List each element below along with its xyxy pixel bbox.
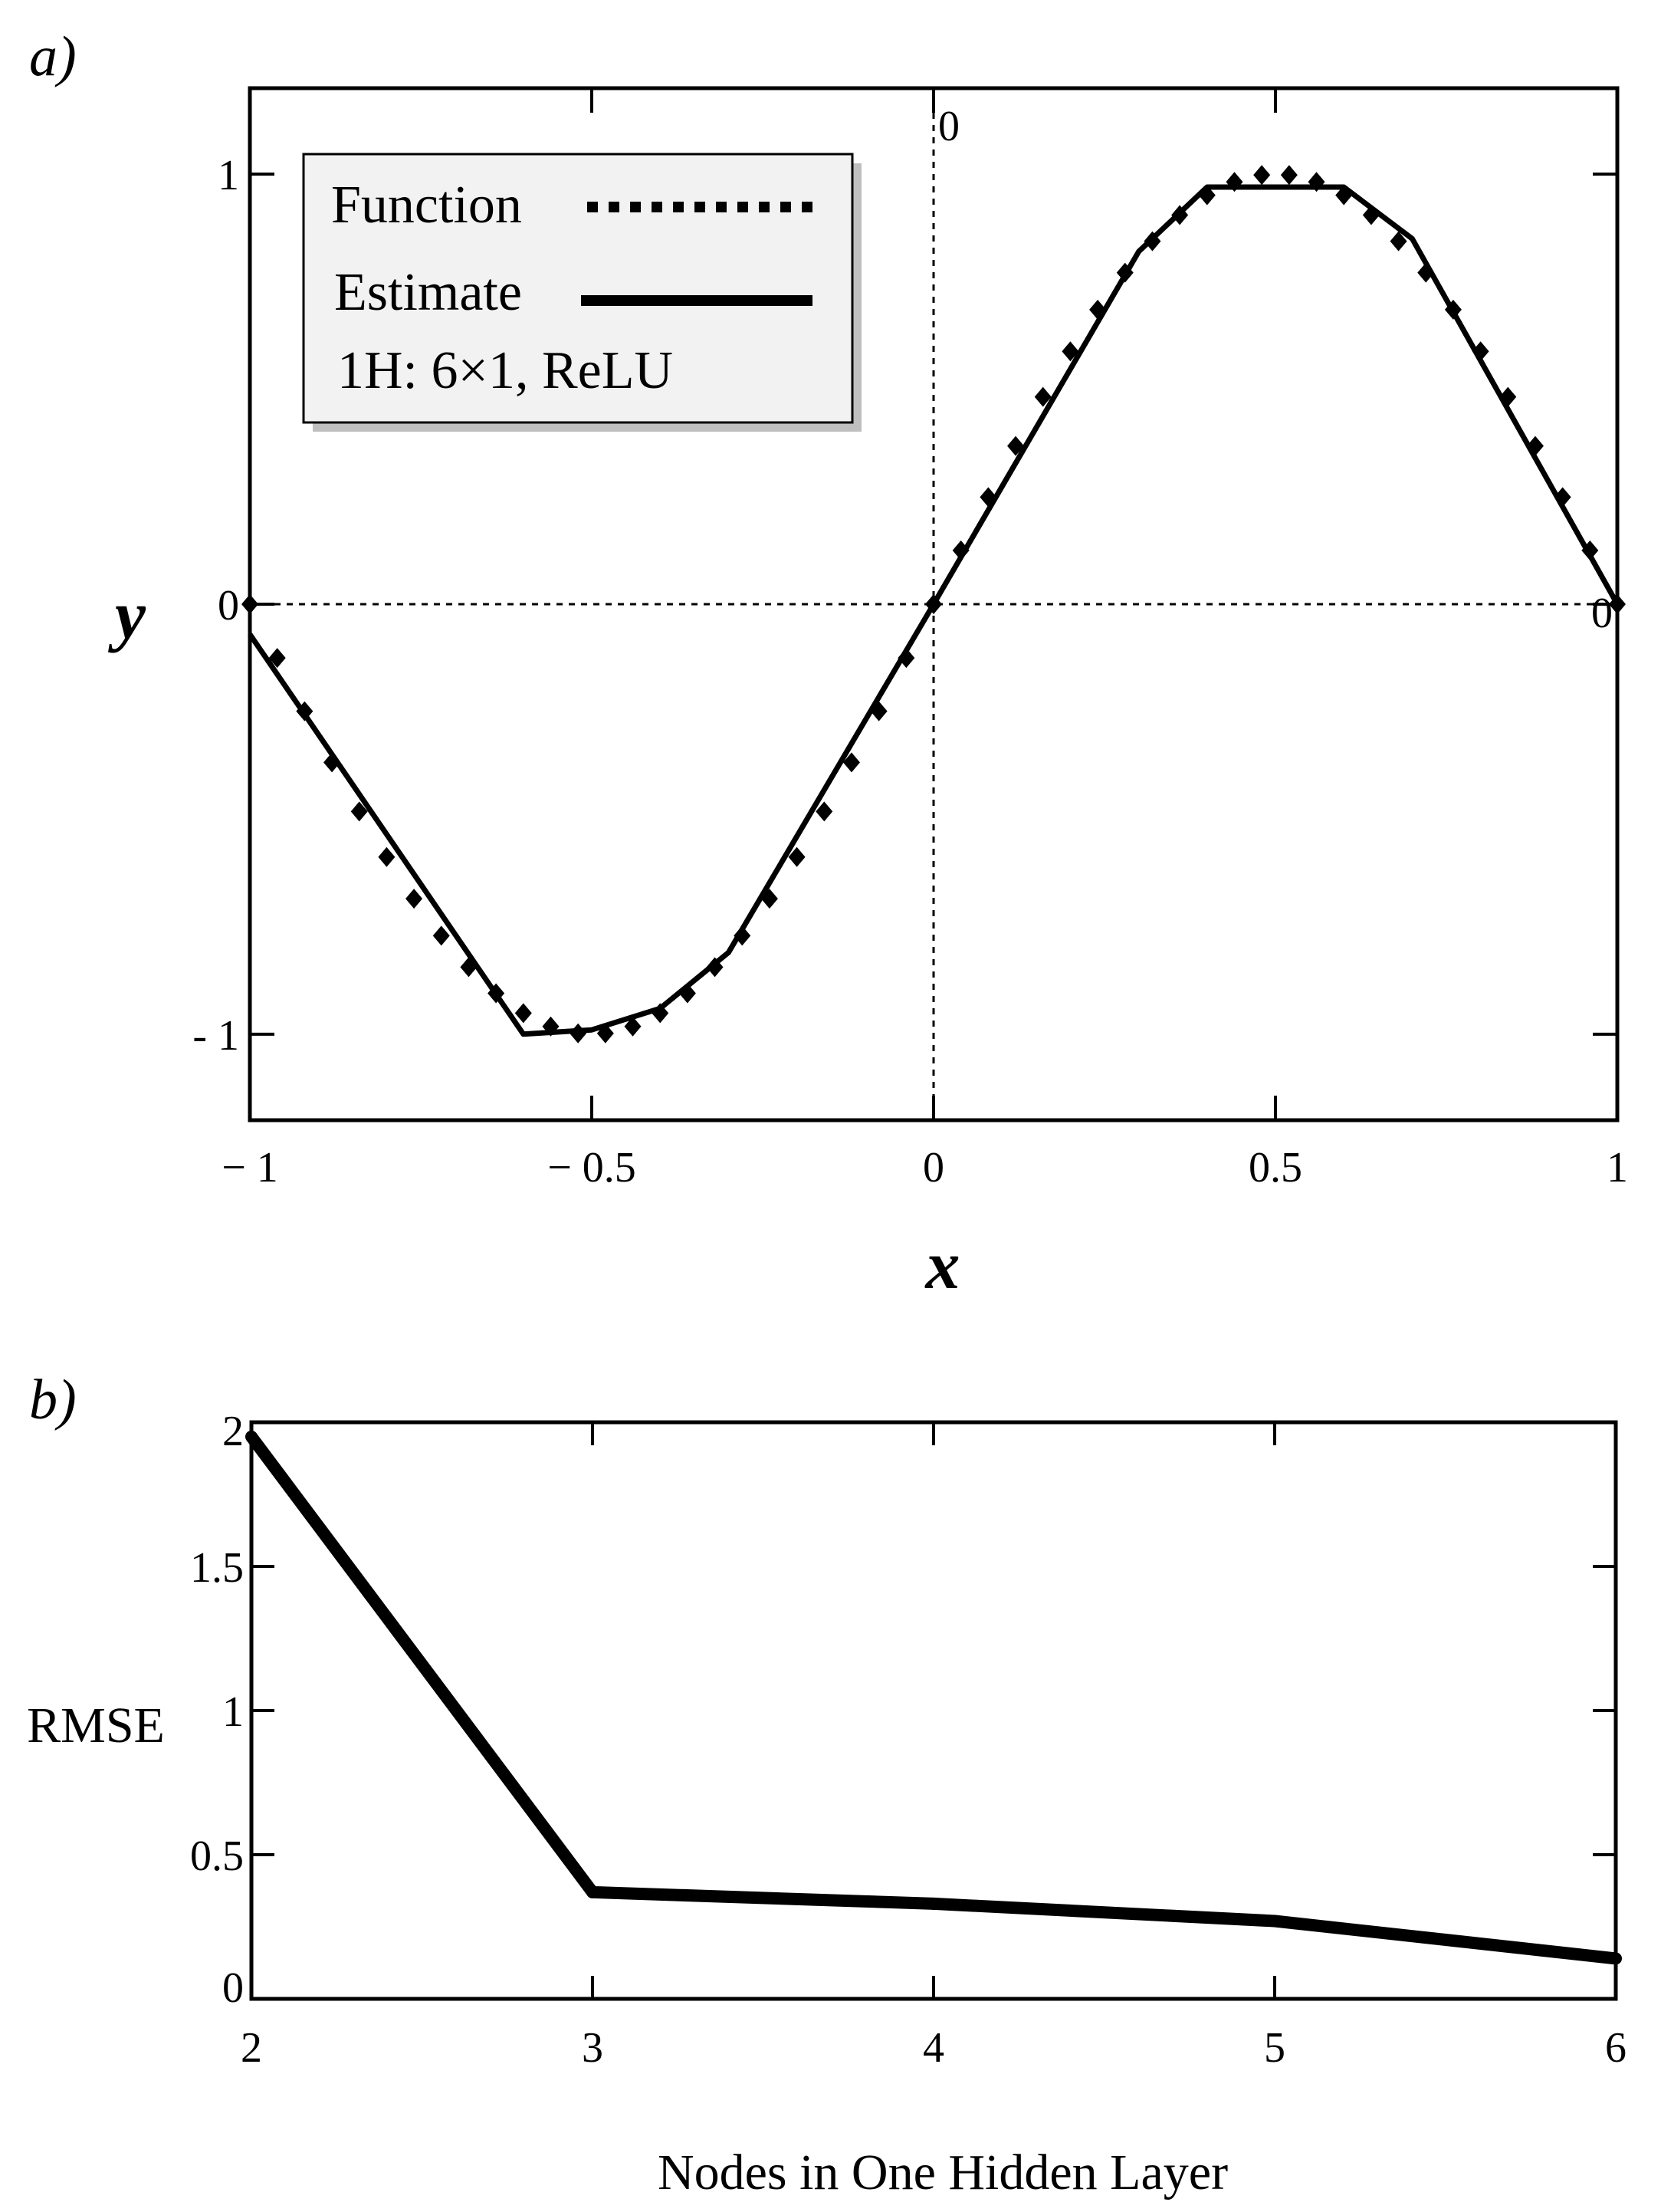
x-tick-label-b: 6 xyxy=(1605,2024,1627,2072)
y-axis-label-a: y xyxy=(107,577,146,653)
x-axis-label-b: Nodes in One Hidden Layer xyxy=(658,2145,1228,2200)
function-point xyxy=(514,1003,532,1024)
function-point xyxy=(1062,341,1079,362)
legend-label-estimate: Estimate xyxy=(334,263,522,322)
function-point xyxy=(816,801,833,822)
rmse-point xyxy=(586,1885,599,1898)
x-tick-label-b: 2 xyxy=(241,2024,262,2072)
x-tick-label-a: − 0.5 xyxy=(547,1144,636,1191)
function-point xyxy=(788,846,806,867)
x-tick-label-a: 0.5 xyxy=(1249,1144,1302,1191)
rmse-point xyxy=(927,1897,940,1910)
x-tick-label-a: 1 xyxy=(1607,1144,1628,1191)
x-tick-label-b: 3 xyxy=(582,2024,603,2072)
panel-label-a: a) xyxy=(29,25,77,88)
series-rmse-points xyxy=(245,1430,1622,1965)
function-point xyxy=(241,594,258,614)
series-estimate-line xyxy=(248,184,1620,1037)
rmse-point xyxy=(1269,1915,1281,1928)
x-tick-label-a: − 1 xyxy=(222,1144,278,1191)
function-point xyxy=(842,752,860,773)
function-point xyxy=(1280,165,1298,186)
function-point xyxy=(350,801,368,822)
function-point xyxy=(1034,386,1052,407)
function-point xyxy=(268,648,286,669)
legend-box xyxy=(302,153,854,424)
function-point xyxy=(405,889,423,909)
rmse-point xyxy=(245,1430,258,1443)
x-axis-label-a: x xyxy=(924,1228,960,1303)
x-tick-label-b: 4 xyxy=(923,2024,944,2072)
legend-a: Function Estimate 1H: 6×1, ReLU xyxy=(302,153,862,432)
rmse-point xyxy=(1610,1952,1622,1965)
y-tick-label-a: - 1 xyxy=(192,1012,239,1060)
function-point xyxy=(624,1016,642,1037)
function-point xyxy=(1253,165,1271,186)
panel-label-b: b) xyxy=(29,1369,77,1431)
zero-marker-right-a: 0 xyxy=(1591,590,1613,637)
y-tick-label-b: 2 xyxy=(222,1408,244,1455)
function-point xyxy=(432,925,450,946)
y-tick-label-b: 0.5 xyxy=(190,1832,244,1880)
legend-note: 1H: 6×1, ReLU xyxy=(337,341,673,400)
function-point xyxy=(1390,231,1407,251)
chart-b: b) 2 3 4 5 6 0 0.5 1 1.5 2 Nodes in One … xyxy=(27,1369,1627,2200)
tick-marks-b xyxy=(250,1421,1617,2000)
y-tick-label-b: 0 xyxy=(222,1964,244,2012)
y-tick-label-a: 1 xyxy=(218,152,239,199)
y-axis-label-b: RMSE xyxy=(27,1698,165,1753)
y-tick-label-b: 1 xyxy=(222,1688,244,1736)
series-rmse-line xyxy=(246,1433,1617,1965)
zero-marker-top-a: 0 xyxy=(938,103,960,150)
chart-a: a) 0 0 − 1 − 0.5 0 0.5 1 - 1 0 1 x y Fun… xyxy=(29,25,1628,1303)
y-tick-label-a: 0 xyxy=(218,582,239,629)
y-tick-label-b: 1.5 xyxy=(190,1544,244,1592)
x-tick-label-b: 5 xyxy=(1264,2024,1285,2072)
x-tick-label-a: 0 xyxy=(923,1144,944,1191)
legend-label-function: Function xyxy=(331,176,522,235)
tick-marks-a xyxy=(248,88,1619,1120)
function-point xyxy=(378,846,396,867)
